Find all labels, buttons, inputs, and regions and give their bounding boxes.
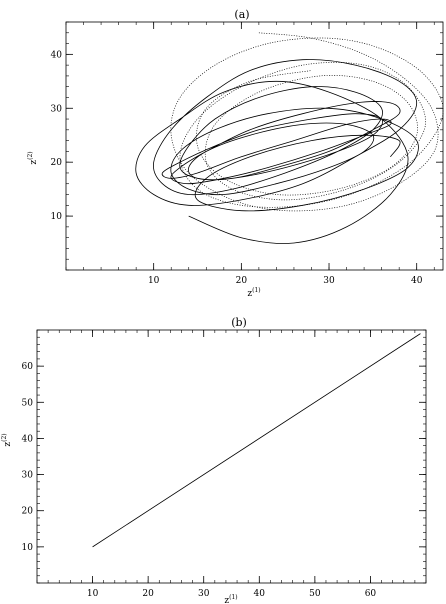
panel-b-y-tick-label: 30 xyxy=(22,471,34,481)
panel-a-label: (a) xyxy=(234,8,249,21)
panel-a-y-tick-label: 40 xyxy=(51,50,63,60)
panel-b-series xyxy=(92,333,421,548)
panel-b: (b) 10 20 30 40 50 60 10 20 30 40 50 60 z(1) z(2) xyxy=(1,316,427,604)
panel-b-y-tick-label: 10 xyxy=(22,543,34,553)
panel-b-x-tick-label: 30 xyxy=(198,589,210,599)
panel-b-label: (b) xyxy=(231,316,247,329)
panel-a-y-axis-label: z(2) xyxy=(27,151,39,164)
panel-a: (a) 10 20 30 40 10 20 30 40 z(1) z(2) xyxy=(27,8,444,299)
panel-a-series xyxy=(135,32,444,244)
panel-b-series-1-line xyxy=(92,333,421,548)
panel-b-y-tick-label: 60 xyxy=(22,362,34,372)
panel-a-y-tick-label: 10 xyxy=(51,212,63,222)
panel-a-x-axis-label: z(1) xyxy=(247,287,260,299)
panel-b-y-axis-label: z(2) xyxy=(1,433,13,446)
panel-a-series-1-line xyxy=(135,59,419,244)
panel-b-y-tick-label: 40 xyxy=(22,434,34,444)
panel-a-x-tick-label: 30 xyxy=(323,276,335,286)
panel-b-x-axis-label: z(1) xyxy=(224,594,237,604)
panel-a-y-tick-label: 20 xyxy=(51,158,63,168)
panel-b-x-tick-label: 60 xyxy=(365,589,377,599)
panel-b-y-tick-label: 20 xyxy=(22,507,34,517)
panel-a-series-2-line xyxy=(170,32,444,212)
panel-a-y-tick-label: 30 xyxy=(51,104,63,114)
panel-a-x-tick-label: 10 xyxy=(148,276,160,286)
panel-a-x-tick-label: 20 xyxy=(236,276,248,286)
panel-a-x-tick-label: 40 xyxy=(411,276,423,286)
panel-b-x-tick-label: 40 xyxy=(254,589,266,599)
panel-b-x-tick-label: 10 xyxy=(87,589,99,599)
panel-b-x-tick-label: 50 xyxy=(309,589,321,599)
panel-b-ticks: 10 20 30 40 50 60 10 20 30 40 50 60 xyxy=(22,329,427,599)
panel-a-plot-frame xyxy=(65,21,444,271)
panel-a-ticks: 10 20 30 40 10 20 30 40 xyxy=(51,21,443,286)
panel-b-plot-frame xyxy=(36,329,427,584)
panel-b-y-tick-label: 50 xyxy=(22,398,34,408)
panel-b-x-tick-label: 20 xyxy=(142,589,154,599)
